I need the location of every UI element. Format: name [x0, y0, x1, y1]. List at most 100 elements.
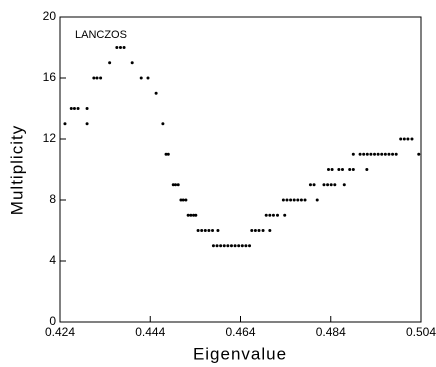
point — [196, 229, 200, 232]
point — [85, 107, 89, 110]
point — [333, 183, 337, 187]
point — [299, 198, 303, 202]
y-tick-label: 0 — [49, 314, 56, 328]
point — [376, 152, 380, 156]
point — [63, 122, 67, 126]
y-tick-label: 4 — [49, 253, 56, 267]
point — [189, 213, 193, 217]
point — [281, 198, 285, 202]
point — [257, 229, 261, 232]
point — [85, 122, 89, 126]
point — [118, 46, 122, 49]
point — [342, 183, 346, 187]
point — [322, 183, 326, 187]
point — [303, 198, 307, 202]
point — [394, 152, 398, 156]
point — [264, 213, 268, 217]
point — [248, 244, 252, 248]
point — [72, 107, 76, 110]
point — [240, 244, 244, 248]
point — [211, 244, 215, 248]
point — [184, 198, 188, 202]
point — [365, 168, 369, 171]
point — [130, 61, 134, 65]
point — [237, 244, 241, 248]
point — [289, 198, 293, 202]
point — [292, 198, 296, 202]
point — [226, 244, 230, 248]
point — [261, 229, 265, 232]
x-tick-label: 0.484 — [316, 325, 346, 339]
point — [146, 76, 150, 80]
point — [271, 213, 275, 217]
point — [166, 152, 170, 156]
point — [369, 152, 373, 156]
point — [171, 183, 175, 187]
point — [373, 152, 377, 156]
point — [179, 198, 183, 202]
point — [268, 213, 272, 217]
point — [186, 213, 190, 217]
point — [250, 229, 254, 232]
point — [402, 137, 406, 141]
point — [326, 183, 330, 187]
point — [200, 229, 204, 232]
point — [203, 229, 207, 232]
point — [308, 183, 312, 187]
y-tick-label: 16 — [43, 70, 57, 84]
point — [383, 152, 387, 156]
point — [253, 229, 257, 232]
point — [95, 76, 99, 80]
y-axis-label: Multiplicity — [7, 125, 26, 215]
point — [276, 213, 280, 217]
point — [340, 168, 344, 171]
point — [92, 76, 96, 80]
point — [283, 213, 287, 217]
x-tick-label: 0.504 — [406, 325, 436, 339]
point — [176, 183, 180, 187]
point — [326, 168, 330, 171]
point — [417, 152, 421, 156]
y-tick-label: 20 — [43, 9, 57, 23]
point — [391, 152, 395, 156]
point — [358, 152, 362, 156]
point — [115, 46, 119, 49]
y-tick-label: 12 — [43, 131, 57, 145]
point — [99, 76, 103, 80]
point — [410, 137, 414, 141]
point — [387, 152, 391, 156]
x-tick-label: 0.424 — [45, 325, 75, 339]
point — [215, 244, 219, 248]
point — [229, 244, 233, 248]
point — [161, 122, 165, 126]
point — [211, 229, 215, 232]
point — [365, 152, 369, 156]
point — [219, 244, 223, 248]
point — [406, 137, 410, 141]
y-tick-label: 8 — [49, 192, 56, 206]
point — [69, 107, 73, 110]
point — [164, 152, 168, 156]
point — [108, 61, 112, 65]
point — [351, 152, 355, 156]
point — [154, 91, 158, 95]
point — [233, 244, 237, 248]
point — [362, 152, 366, 156]
point — [312, 183, 316, 187]
annotation: LANCZOS — [75, 29, 127, 41]
point — [330, 168, 334, 171]
point — [194, 213, 198, 217]
point — [337, 168, 341, 171]
point — [174, 183, 178, 187]
x-tick-label: 0.444 — [135, 325, 165, 339]
point — [380, 152, 384, 156]
point — [315, 198, 319, 202]
point — [399, 137, 403, 141]
point — [329, 183, 333, 187]
point — [216, 229, 220, 232]
x-axis-label: Eigenvalue — [193, 344, 287, 363]
point — [268, 229, 272, 232]
point — [207, 229, 211, 232]
point — [296, 198, 300, 202]
